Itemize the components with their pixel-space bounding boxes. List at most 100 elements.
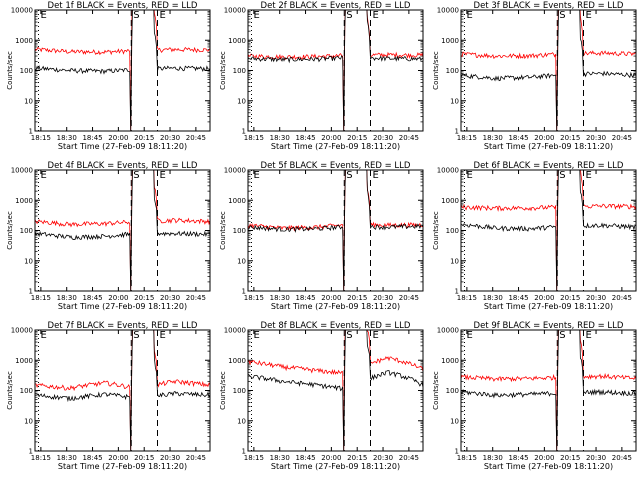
marker-label: S (559, 10, 565, 21)
x-tick-label: 20:45 (399, 294, 419, 302)
series-line-lld (248, 170, 423, 291)
plot-frame (34, 169, 211, 292)
chart-title: Det 1f BLACK = Events, RED = LLD (48, 1, 198, 11)
y-tick-label: 10000 (11, 167, 33, 175)
chart-panel-1: Det 1f BLACK = Events, RED = LLD Counts/s… (6, 1, 211, 151)
series-line-lld (461, 10, 636, 131)
series-line-lld (461, 170, 636, 291)
y-tick-label: 1 (455, 448, 459, 456)
chart-title: Det 5f BLACK = Events, RED = LLD (261, 161, 411, 171)
chart-panel-5: Det 5f BLACK = Events, RED = LLD Counts/s… (219, 161, 424, 311)
y-tick-label: 100 (20, 387, 33, 395)
y-axis-label: Counts/sec (6, 51, 14, 90)
y-tick-label: 10000 (437, 327, 459, 335)
x-tick-label: 20:00 (108, 134, 128, 142)
series-line-lld (35, 170, 210, 291)
x-tick-label: 18:15 (457, 294, 477, 302)
marker-label: E (373, 10, 379, 21)
marker-label: S (346, 170, 352, 181)
x-tick-label: 20:30 (373, 294, 393, 302)
y-axis-label: Counts/sec (6, 371, 14, 410)
series-line-events (461, 330, 636, 451)
x-tick-label: 18:15 (31, 454, 51, 462)
x-tick-label: 18:30 (483, 454, 503, 462)
y-tick-label: 10000 (437, 167, 459, 175)
plot-frame (34, 329, 211, 452)
x-axis-label: Start Time (27-Feb-09 18:11:20) (271, 302, 400, 311)
x-tick-label: 20:15 (347, 454, 367, 462)
x-tick-label: 20:45 (186, 134, 206, 142)
y-tick-label: 1 (29, 128, 33, 136)
y-tick-label: 1 (455, 128, 459, 136)
series-line-events (248, 170, 423, 291)
marker-label: E (586, 330, 592, 341)
chart-title: Det 7f BLACK = Events, RED = LLD (48, 321, 198, 331)
y-tick-label: 10000 (437, 7, 459, 15)
y-tick-label: 100 (233, 387, 246, 395)
y-tick-label: 10 (450, 257, 459, 265)
y-tick-label: 10 (24, 257, 33, 265)
series-line-lld (35, 330, 210, 451)
x-tick-label: 20:30 (160, 294, 180, 302)
x-tick-label: 20:00 (534, 454, 554, 462)
marker-label: E (586, 170, 592, 181)
y-tick-label: 100 (233, 227, 246, 235)
x-tick-label: 20:30 (586, 134, 606, 142)
x-axis-label: Start Time (27-Feb-09 18:11:20) (58, 142, 187, 151)
marker-label: E (41, 330, 47, 341)
y-tick-label: 10000 (11, 327, 33, 335)
chart-title: Det 3f BLACK = Events, RED = LLD (474, 1, 624, 11)
chart-panel-4: Det 4f BLACK = Events, RED = LLD Counts/s… (6, 161, 211, 311)
x-tick-label: 18:30 (270, 134, 290, 142)
x-tick-label: 18:15 (457, 134, 477, 142)
chart-panel-7: Det 7f BLACK = Events, RED = LLD Counts/s… (6, 321, 211, 471)
y-tick-label: 10 (237, 97, 246, 105)
x-tick-label: 20:45 (399, 454, 419, 462)
y-tick-label: 1000 (228, 37, 246, 45)
x-tick-label: 18:30 (270, 294, 290, 302)
y-tick-label: 10 (450, 417, 459, 425)
chart-panel-8: Det 8f BLACK = Events, RED = LLD Counts/s… (219, 321, 424, 471)
x-tick-label: 18:15 (31, 134, 51, 142)
x-tick-label: 18:45 (508, 134, 528, 142)
y-tick-label: 10000 (224, 7, 246, 15)
y-tick-label: 1 (242, 288, 246, 296)
plot-frame (34, 9, 211, 132)
marker-label: E (41, 10, 47, 21)
x-tick-label: 18:45 (508, 294, 528, 302)
marker-label: E (160, 170, 166, 181)
y-tick-label: 1000 (15, 357, 33, 365)
x-tick-label: 20:00 (108, 294, 128, 302)
plot-frame (247, 169, 424, 292)
x-tick-label: 18:45 (82, 454, 102, 462)
y-axis-label: Counts/sec (219, 51, 227, 90)
chart-panel-9: Det 9f BLACK = Events, RED = LLD Counts/s… (432, 321, 637, 471)
x-tick-label: 20:15 (347, 294, 367, 302)
plot-frame (247, 329, 424, 452)
y-axis-label: Counts/sec (219, 371, 227, 410)
y-tick-label: 1000 (441, 197, 459, 205)
series-line-events (35, 10, 210, 131)
chart-panel-6: Det 6f BLACK = Events, RED = LLD Counts/s… (432, 161, 637, 311)
series-line-events (35, 170, 210, 291)
y-tick-label: 10000 (224, 327, 246, 335)
marker-label: E (467, 330, 473, 341)
y-tick-label: 100 (446, 387, 459, 395)
x-tick-label: 20:45 (612, 134, 632, 142)
x-axis-label: Start Time (27-Feb-09 18:11:20) (271, 142, 400, 151)
y-tick-label: 10 (237, 257, 246, 265)
x-tick-label: 20:45 (612, 454, 632, 462)
y-axis-label: Counts/sec (6, 211, 14, 250)
x-tick-label: 20:30 (586, 294, 606, 302)
marker-label: E (254, 170, 260, 181)
x-axis-label: Start Time (27-Feb-09 18:11:20) (484, 142, 613, 151)
y-axis-label: Counts/sec (219, 211, 227, 250)
x-tick-label: 18:30 (270, 454, 290, 462)
marker-label: E (467, 170, 473, 181)
x-axis-label: Start Time (27-Feb-09 18:11:20) (58, 302, 187, 311)
y-tick-label: 1000 (15, 37, 33, 45)
x-tick-label: 18:45 (508, 454, 528, 462)
marker-label: E (254, 10, 260, 21)
y-tick-label: 1000 (228, 357, 246, 365)
